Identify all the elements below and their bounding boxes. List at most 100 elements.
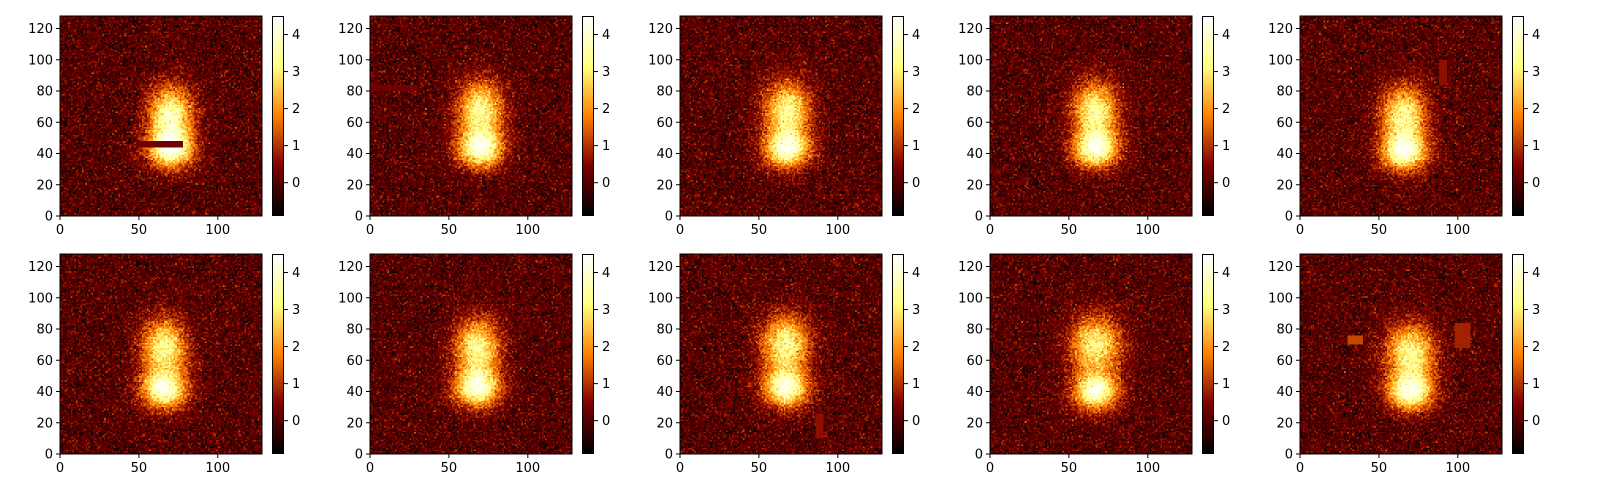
colorbar-tick-label: 0	[1222, 176, 1230, 191]
y-tick-label: 120	[648, 260, 673, 275]
colorbar-tick-label: 1	[602, 377, 610, 392]
x-tick-label: 0	[1296, 223, 1304, 238]
x-tick-label: 0	[676, 223, 684, 238]
colorbar-tick-label: 4	[912, 28, 920, 43]
colorbar-5	[1512, 16, 1524, 216]
colorbar-tick-label: 3	[1532, 65, 1540, 80]
x-tick-label: 50	[1061, 461, 1078, 476]
x-tick-label: 50	[441, 461, 458, 476]
y-tick-label: 120	[338, 22, 363, 37]
colorbar-tick-label: 2	[602, 102, 610, 117]
y-tick-label: 100	[958, 53, 983, 68]
colorbar-tick-label: 1	[292, 377, 300, 392]
colorbar-tick-label: 2	[292, 340, 300, 355]
y-tick-label: 60	[656, 116, 673, 131]
heatmap-image-4	[990, 16, 1192, 216]
y-tick-label: 100	[648, 53, 673, 68]
x-tick-label: 100	[1445, 223, 1470, 238]
colorbar-tick-label: 2	[602, 340, 610, 355]
colorbar-tick-label: 0	[292, 414, 300, 429]
y-tick-label: 20	[656, 416, 673, 431]
y-tick-label: 20	[1276, 178, 1293, 193]
y-tick-label: 60	[966, 354, 983, 369]
colorbar-tick-label: 2	[1532, 340, 1540, 355]
y-tick-label: 0	[975, 448, 983, 463]
x-tick-label: 50	[441, 223, 458, 238]
colorbar-tick-label: 4	[602, 28, 610, 43]
colorbar-tick-label: 4	[1532, 266, 1540, 281]
x-tick-label: 100	[205, 461, 230, 476]
x-tick-label: 50	[1371, 461, 1388, 476]
y-tick-label: 60	[36, 354, 53, 369]
colorbar-tick-label: 3	[292, 303, 300, 318]
colorbar-tick-label: 3	[1222, 65, 1230, 80]
y-tick-label: 60	[1276, 116, 1293, 131]
colorbar-6	[272, 254, 284, 454]
colorbar-tick-label: 0	[292, 176, 300, 191]
x-tick-label: 0	[56, 461, 64, 476]
y-tick-label: 100	[28, 291, 53, 306]
y-tick-label: 20	[36, 178, 53, 193]
colorbar-9	[1202, 254, 1214, 454]
colorbar-tick-label: 3	[1222, 303, 1230, 318]
colorbar-3	[892, 16, 904, 216]
colorbar-tick-label: 2	[912, 102, 920, 117]
colorbar-tick-label: 3	[602, 303, 610, 318]
y-tick-label: 0	[665, 210, 673, 225]
y-tick-label: 0	[355, 448, 363, 463]
y-tick-label: 100	[28, 53, 53, 68]
y-tick-label: 40	[36, 385, 53, 400]
colorbar-tick-label: 3	[292, 65, 300, 80]
y-tick-label: 120	[958, 22, 983, 37]
x-tick-label: 0	[986, 223, 994, 238]
y-tick-label: 60	[656, 354, 673, 369]
colorbar-1	[272, 16, 284, 216]
x-tick-label: 50	[751, 461, 768, 476]
y-tick-label: 20	[656, 178, 673, 193]
y-tick-label: 20	[1276, 416, 1293, 431]
colorbar-tick-label: 3	[912, 65, 920, 80]
y-tick-label: 60	[1276, 354, 1293, 369]
y-tick-label: 100	[1268, 53, 1293, 68]
colorbar-4	[1202, 16, 1214, 216]
colorbar-tick-label: 2	[1222, 102, 1230, 117]
y-tick-label: 80	[656, 323, 673, 338]
colorbar-2	[582, 16, 594, 216]
y-tick-label: 100	[338, 53, 363, 68]
colorbar-tick-label: 1	[1532, 139, 1540, 154]
y-tick-label: 80	[36, 85, 53, 100]
y-tick-label: 0	[665, 448, 673, 463]
x-tick-label: 100	[1135, 223, 1160, 238]
y-tick-label: 0	[1285, 210, 1293, 225]
x-tick-label: 100	[825, 461, 850, 476]
y-tick-label: 60	[346, 116, 363, 131]
y-tick-label: 80	[36, 323, 53, 338]
x-tick-label: 50	[751, 223, 768, 238]
colorbar-tick-label: 4	[292, 28, 300, 43]
y-tick-label: 120	[338, 260, 363, 275]
x-tick-label: 0	[366, 461, 374, 476]
colorbar-tick-label: 1	[602, 139, 610, 154]
colorbar-tick-label: 0	[1222, 414, 1230, 429]
colorbar-7	[582, 254, 594, 454]
y-tick-label: 80	[1276, 323, 1293, 338]
y-tick-label: 0	[1285, 448, 1293, 463]
x-tick-label: 100	[1445, 461, 1470, 476]
x-tick-label: 50	[131, 223, 148, 238]
colorbar-tick-label: 0	[1532, 414, 1540, 429]
y-tick-label: 40	[656, 147, 673, 162]
x-tick-label: 100	[825, 223, 850, 238]
x-tick-label: 50	[131, 461, 148, 476]
heatmap-image-1	[60, 16, 262, 216]
colorbar-tick-label: 1	[912, 377, 920, 392]
colorbar-tick-label: 0	[602, 414, 610, 429]
colorbar-tick-label: 4	[292, 266, 300, 281]
colorbar-tick-label: 1	[1532, 377, 1540, 392]
x-tick-label: 50	[1371, 223, 1388, 238]
heatmap-image-9	[990, 254, 1192, 454]
y-tick-label: 60	[36, 116, 53, 131]
colorbar-tick-label: 3	[1532, 303, 1540, 318]
y-tick-label: 100	[338, 291, 363, 306]
y-tick-label: 20	[346, 178, 363, 193]
